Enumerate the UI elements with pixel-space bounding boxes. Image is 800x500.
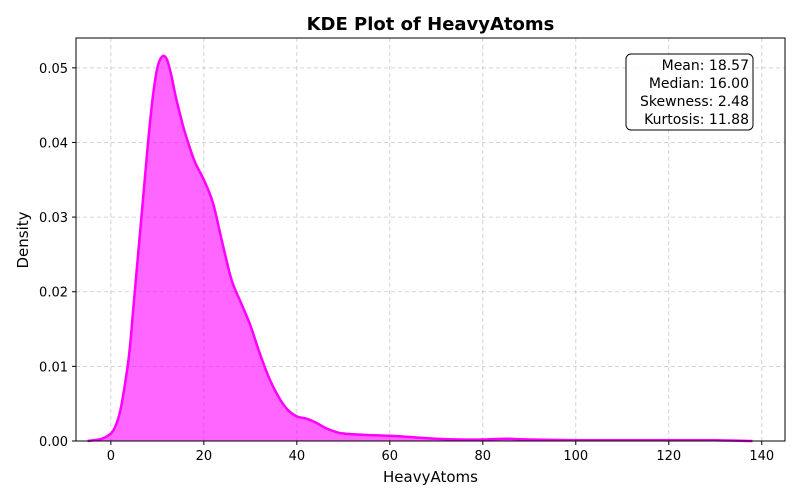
y-tick-label: 0.00 bbox=[39, 435, 68, 450]
axes-frame bbox=[75, 37, 786, 442]
stats-mean: Mean: 18.57 bbox=[662, 58, 749, 74]
stats-box-frame bbox=[625, 53, 754, 131]
stats-box: Mean: 18.57 Median: 16.00 Skewness: 2.48… bbox=[625, 53, 754, 131]
y-tick-label: 0.05 bbox=[39, 62, 68, 77]
chart-title: KDE Plot of HeavyAtoms bbox=[307, 14, 555, 35]
y-axis-label: Density bbox=[14, 211, 32, 268]
stats-skewness: Skewness: 2.48 bbox=[640, 94, 749, 110]
x-tick-label: 60 bbox=[382, 449, 399, 464]
plot-area bbox=[87, 54, 753, 443]
x-tick-label: 20 bbox=[196, 449, 213, 464]
x-tick-label: 140 bbox=[749, 449, 774, 464]
y-tick-label: 0.04 bbox=[39, 136, 68, 151]
x-axis-ticks: 0 20 40 60 80 100 120 140 bbox=[107, 441, 774, 464]
stats-median: Median: 16.00 bbox=[649, 76, 749, 92]
y-tick-label: 0.02 bbox=[39, 286, 68, 301]
x-axis-label: HeavyAtoms bbox=[383, 468, 478, 486]
y-tick-label: 0.03 bbox=[39, 211, 68, 226]
x-tick-label: 100 bbox=[563, 449, 588, 464]
x-tick-label: 0 bbox=[107, 449, 115, 464]
x-tick-label: 120 bbox=[656, 449, 681, 464]
y-tick-label: 0.01 bbox=[39, 360, 68, 375]
x-tick-label: 40 bbox=[289, 449, 306, 464]
x-tick-label: 80 bbox=[475, 449, 492, 464]
kde-line bbox=[87, 54, 753, 443]
y-axis-ticks: 0.00 0.01 0.02 0.03 0.04 0.05 bbox=[39, 62, 76, 450]
kde-area-fill bbox=[87, 55, 753, 442]
stats-kurtosis: Kurtosis: 11.88 bbox=[644, 112, 749, 128]
